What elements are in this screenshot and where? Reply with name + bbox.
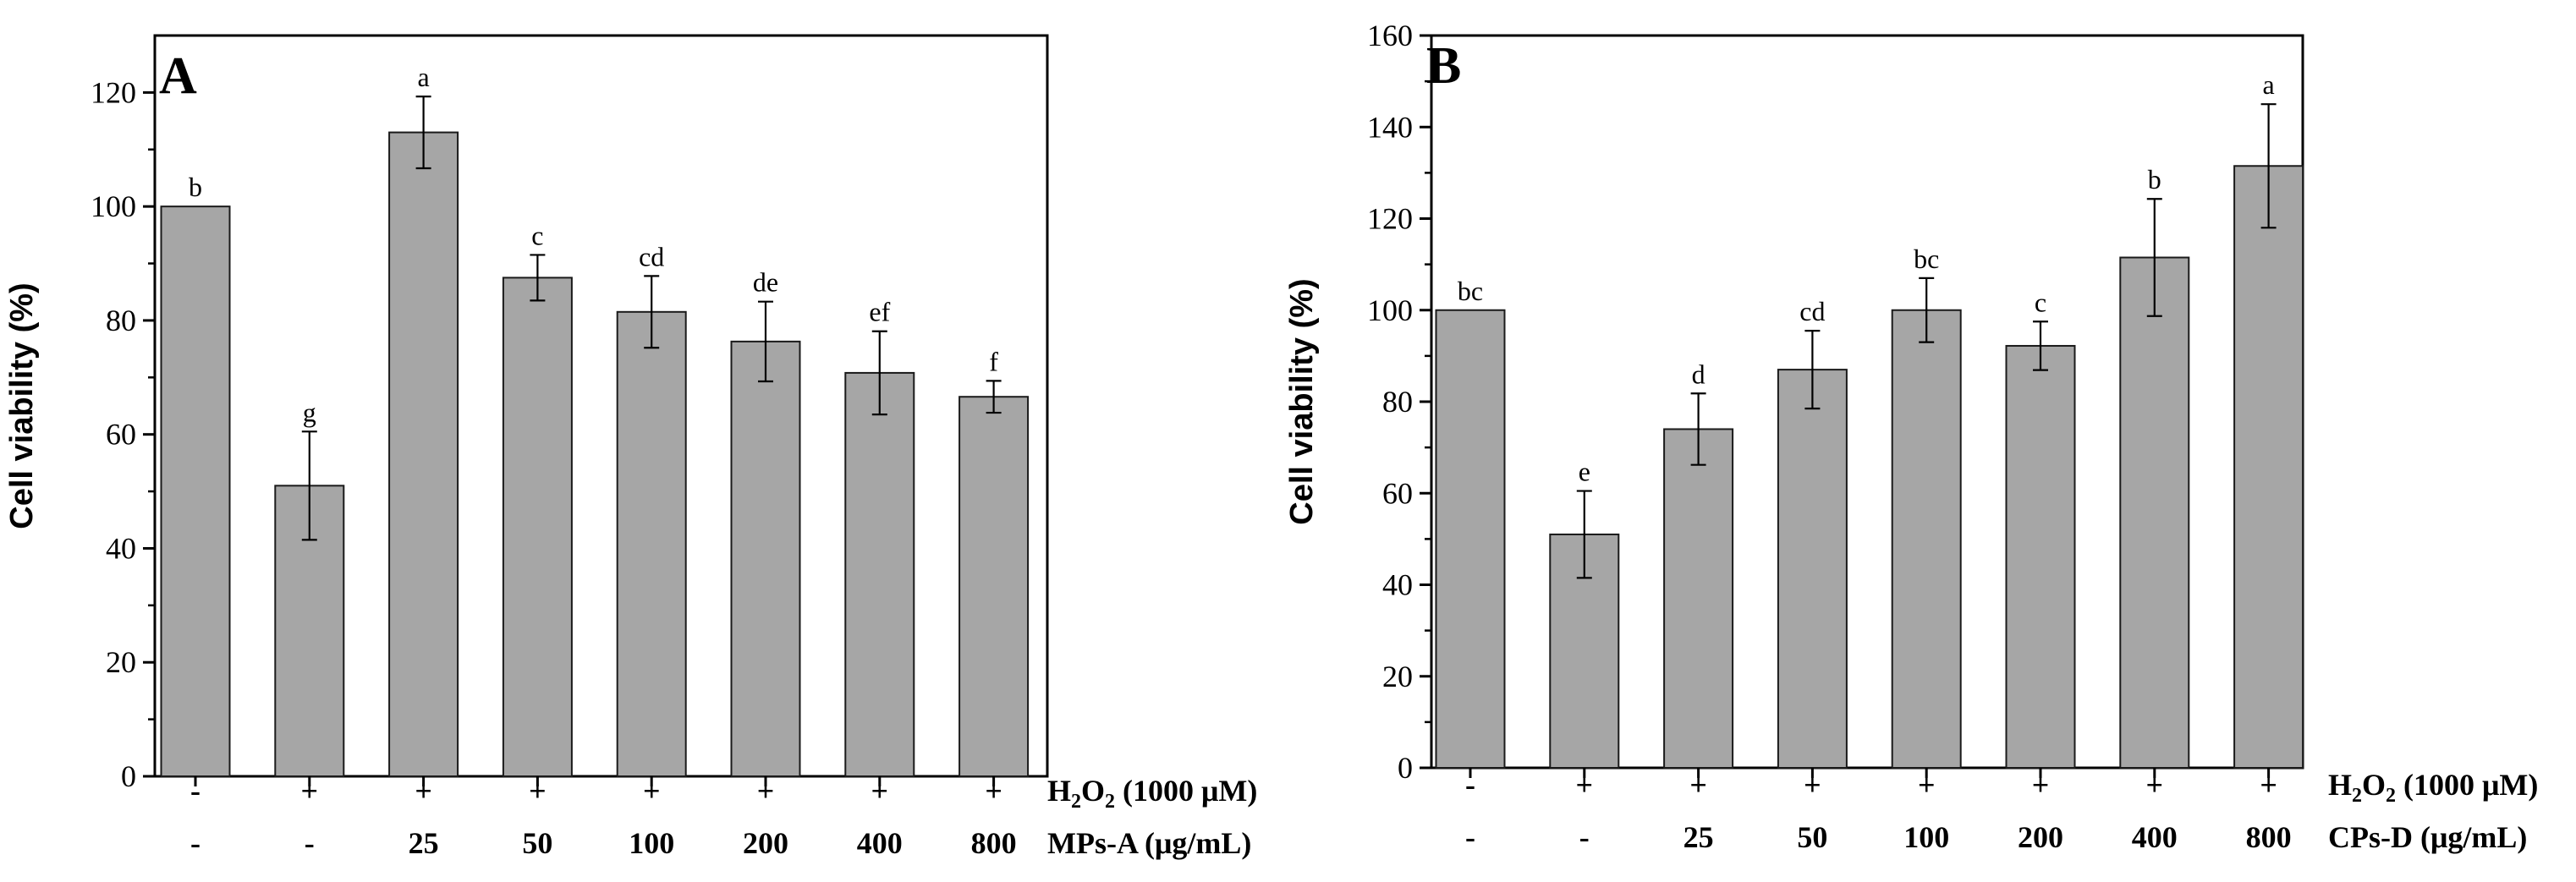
panel-letter: B [1426, 37, 1461, 95]
treatment-h2o2-value: + [1804, 768, 1821, 802]
treatment-concentration-value: 25 [1683, 820, 1714, 854]
significance-label: bc [1458, 276, 1483, 306]
y-tick-label: 120 [1367, 202, 1413, 236]
h2o2-row-label: H2O2 (1000 μM) [1047, 774, 1257, 813]
bar [1891, 309, 1962, 769]
significance-label: bc [1914, 244, 1939, 274]
y-tick-label: 60 [1382, 476, 1413, 510]
panel-a: 0 20 40 60 80 100 120 Cell viability (%) Ab - - g + -… [4, 34, 1257, 860]
plot-frame [153, 34, 1049, 778]
treatment-concentration-value: 800 [2246, 820, 2292, 854]
bar [160, 205, 231, 777]
bar [2005, 344, 2076, 769]
treatment-concentration-value: 400 [2132, 820, 2178, 854]
y-tick-label: 100 [1367, 293, 1413, 327]
bar [2119, 256, 2190, 770]
significance-label: b [189, 172, 202, 202]
bar [2233, 165, 2304, 770]
significance-label: g [303, 397, 316, 427]
significance-label: c [531, 220, 543, 250]
significance-label: a [417, 62, 429, 92]
y-axis-title: Cell viability (%) [1284, 278, 1320, 524]
treatment-concentration-value: 200 [2018, 820, 2063, 854]
y-tick-label: 60 [106, 418, 136, 452]
significance-label: a [2262, 69, 2274, 100]
treatment-h2o2-value: + [2260, 768, 2277, 802]
y-tick-label: 160 [1367, 19, 1413, 52]
y-tick-label: 80 [106, 304, 136, 337]
concentration-row-label: CPs-D (μg/mL) [2328, 820, 2527, 854]
bar [730, 340, 801, 777]
significance-label: cd [1799, 296, 1825, 326]
panel-letter: A [159, 47, 197, 105]
y-tick-label: 0 [1398, 751, 1413, 785]
treatment-h2o2-value: + [1689, 768, 1707, 802]
y-tick-label: 80 [1382, 385, 1413, 419]
significance-label: e [1579, 457, 1590, 487]
bar [1435, 309, 1506, 769]
y-tick-label: 20 [106, 645, 136, 679]
treatment-h2o2-value: + [1918, 768, 1936, 802]
h2o2-row-label: H2O2 (1000 μM) [2328, 768, 2538, 807]
treatment-concentration-value: 800 [971, 826, 1017, 860]
bar [1777, 369, 1848, 769]
y-tick-label: 0 [121, 759, 136, 793]
y-tick-label: 40 [106, 531, 136, 565]
treatment-concentration-value: - [1465, 820, 1475, 854]
y-tick-label: 20 [1382, 660, 1413, 693]
treatment-h2o2-value: + [871, 774, 889, 808]
significance-label: f [989, 346, 998, 376]
significance-label: c [2035, 287, 2046, 317]
treatment-h2o2-value: + [1576, 768, 1594, 802]
y-axis-title: Cell viability (%) [4, 282, 40, 529]
panel-b: 0 20 40 60 80 100 120 140 160 Cell viability (%) B… [1284, 19, 2538, 854]
y-tick-label: 120 [91, 75, 136, 109]
y-tick-label: 140 [1367, 110, 1413, 144]
treatment-h2o2-value: + [643, 774, 661, 808]
treatment-concentration-value: 100 [1903, 820, 1949, 854]
significance-label: ef [869, 297, 890, 327]
treatment-h2o2-value: + [985, 774, 1002, 808]
treatment-concentration-value: 50 [1797, 820, 1827, 854]
significance-label: de [753, 267, 778, 298]
treatment-concentration-value: 100 [629, 826, 674, 860]
bar [844, 371, 915, 777]
treatment-h2o2-value: - [190, 774, 200, 808]
treatment-h2o2-value: + [757, 774, 775, 808]
bar [388, 131, 459, 778]
y-tick-label: 100 [91, 189, 136, 223]
treatment-concentration-value: - [190, 826, 200, 860]
treatment-concentration-value: 400 [857, 826, 903, 860]
bar [1663, 428, 1734, 769]
treatment-concentration-value: 200 [743, 826, 788, 860]
significance-label: cd [639, 241, 664, 271]
significance-label: d [1692, 359, 1705, 389]
treatment-concentration-value: - [1579, 820, 1590, 854]
treatment-concentration-value: 25 [409, 826, 439, 860]
bar [616, 310, 687, 778]
treatment-h2o2-value: + [301, 774, 319, 808]
treatment-h2o2-value: + [529, 774, 547, 808]
treatment-concentration-value: 50 [522, 826, 552, 860]
bar [958, 396, 1030, 777]
treatment-h2o2-value: + [2032, 768, 2050, 802]
treatment-concentration-value: - [305, 826, 315, 860]
treatment-h2o2-value: - [1465, 768, 1475, 802]
y-tick-label: 40 [1382, 568, 1413, 602]
significance-label: b [2148, 164, 2161, 194]
treatment-h2o2-value: + [2146, 768, 2164, 802]
concentration-row-label: MPs-A (μg/mL) [1047, 826, 1251, 860]
treatment-h2o2-value: + [415, 774, 432, 808]
bar [502, 277, 573, 777]
